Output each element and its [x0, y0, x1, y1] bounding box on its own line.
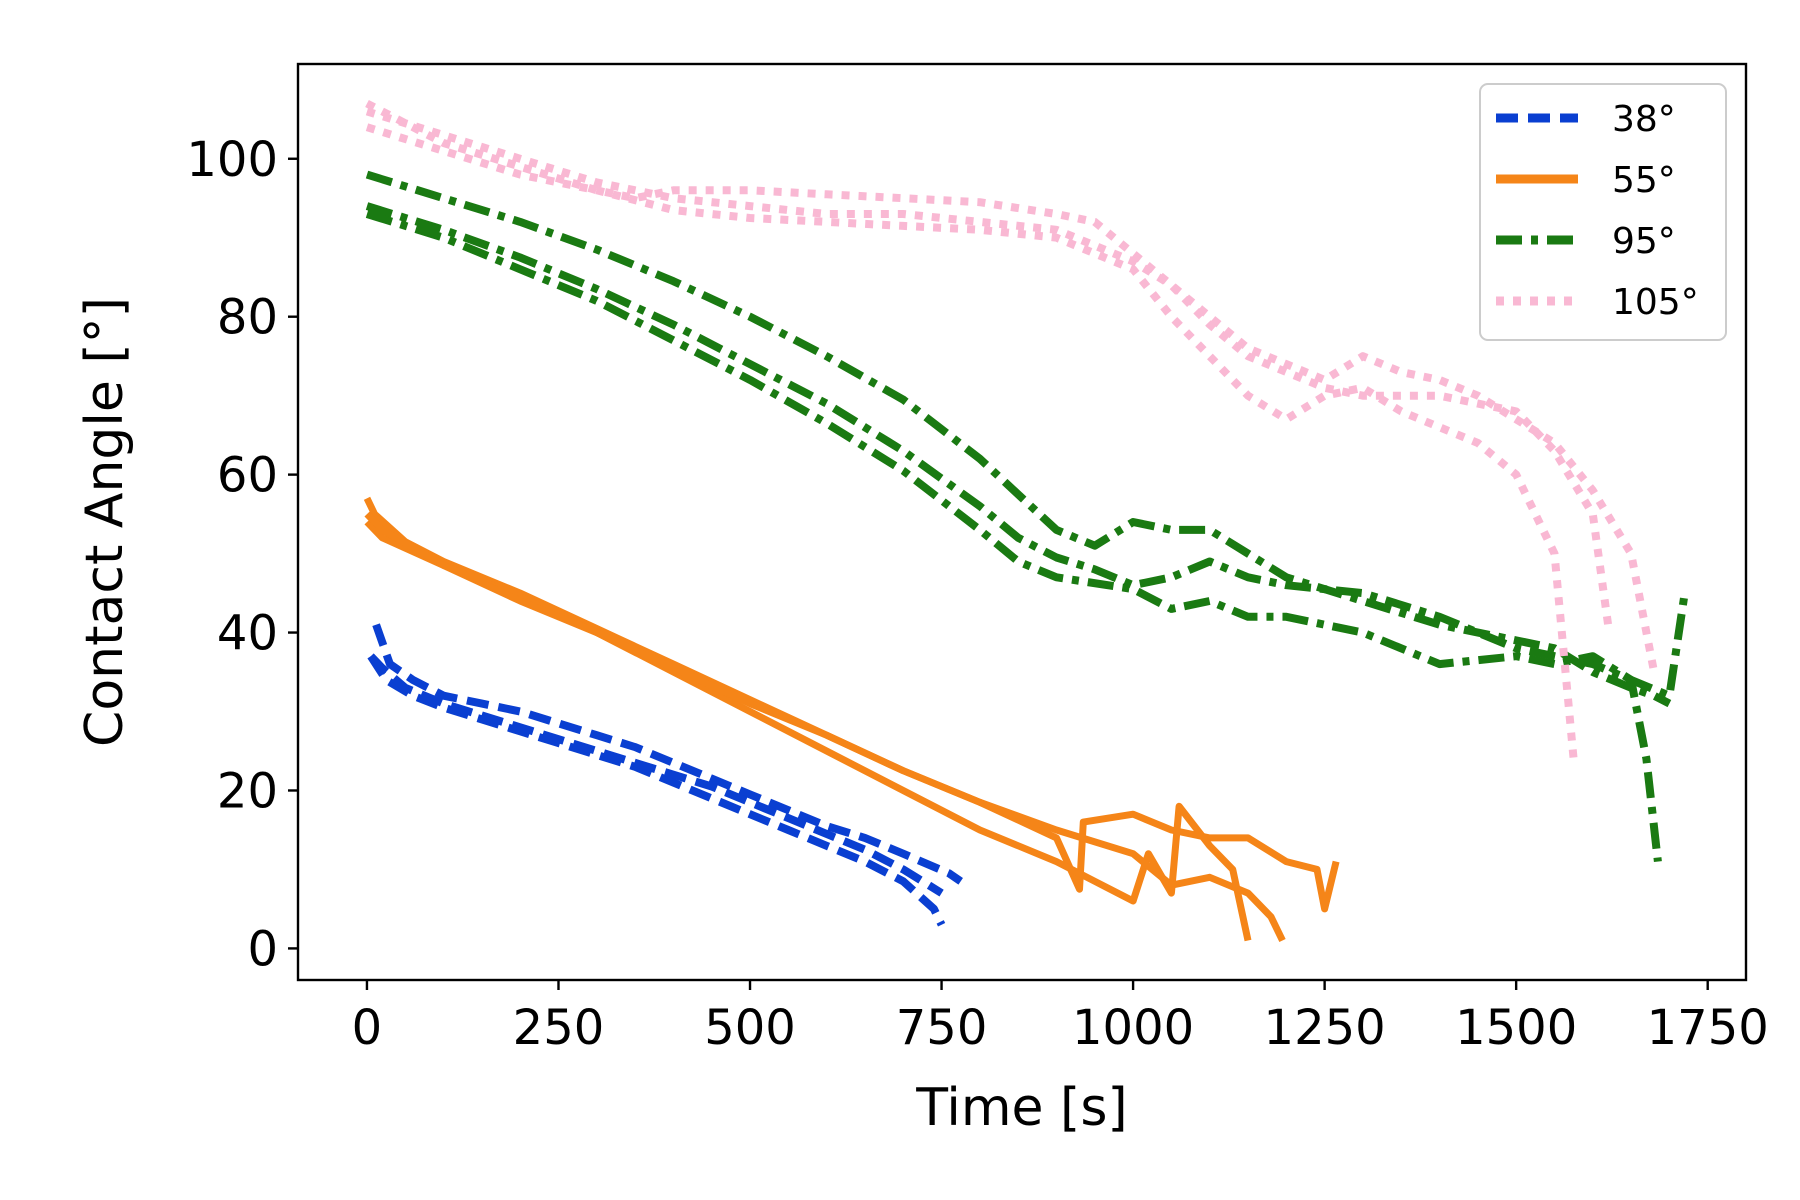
series-line-1-run-2 — [364, 511, 1286, 943]
x-tick-label: 1750 — [1647, 1000, 1769, 1056]
plot-frame — [296, 62, 1748, 982]
legend-label: 55° — [1612, 160, 1676, 201]
series-line-0-run-1 — [372, 623, 963, 885]
series-layer — [363, 99, 1689, 943]
y-tick-label: 20 — [217, 763, 278, 819]
y-axis: 0 20 40 60 80 100 — [186, 132, 298, 977]
x-tick-label: 500 — [704, 1000, 796, 1056]
x-tick-label: 750 — [896, 1000, 988, 1056]
legend-label: 38° — [1612, 99, 1676, 140]
series-line-1-run-0 — [363, 496, 1340, 913]
x-axis-title: Time [s] — [915, 1078, 1127, 1138]
series-line-0-run-0 — [367, 654, 946, 927]
series-line-3-run-2 — [365, 107, 1613, 626]
series-line-3-run-1 — [365, 123, 1578, 760]
y-axis-title: Contact Angle [°] — [75, 297, 135, 747]
series-line-2-run-1 — [365, 202, 1689, 700]
x-axis: 0 250 500 750 1000 1250 1500 1750 — [352, 980, 1769, 1056]
series-line-0-run-2 — [367, 653, 944, 897]
x-tick-label: 1000 — [1072, 1000, 1194, 1056]
legend: 38° 55° 95° 105° — [1479, 83, 1727, 341]
legend-label: 95° — [1612, 221, 1676, 262]
x-tick-label: 0 — [352, 1000, 383, 1056]
x-tick-label: 250 — [513, 1000, 605, 1056]
y-tick-label: 80 — [217, 290, 278, 346]
series-line-1-run-1 — [364, 519, 1252, 942]
legend-label: 105° — [1612, 282, 1699, 323]
x-tick-label: 1250 — [1264, 1000, 1386, 1056]
series-line-2-run-2 — [365, 210, 1662, 863]
series-line-3-run-0 — [365, 99, 1659, 673]
y-tick-label: 40 — [217, 606, 278, 662]
y-tick-label: 0 — [247, 921, 278, 977]
x-tick-label: 1500 — [1455, 1000, 1577, 1056]
y-tick-label: 100 — [186, 132, 278, 188]
series-line-2-run-0 — [365, 170, 1672, 708]
y-tick-label: 60 — [217, 448, 278, 504]
legend-box — [1479, 83, 1727, 341]
